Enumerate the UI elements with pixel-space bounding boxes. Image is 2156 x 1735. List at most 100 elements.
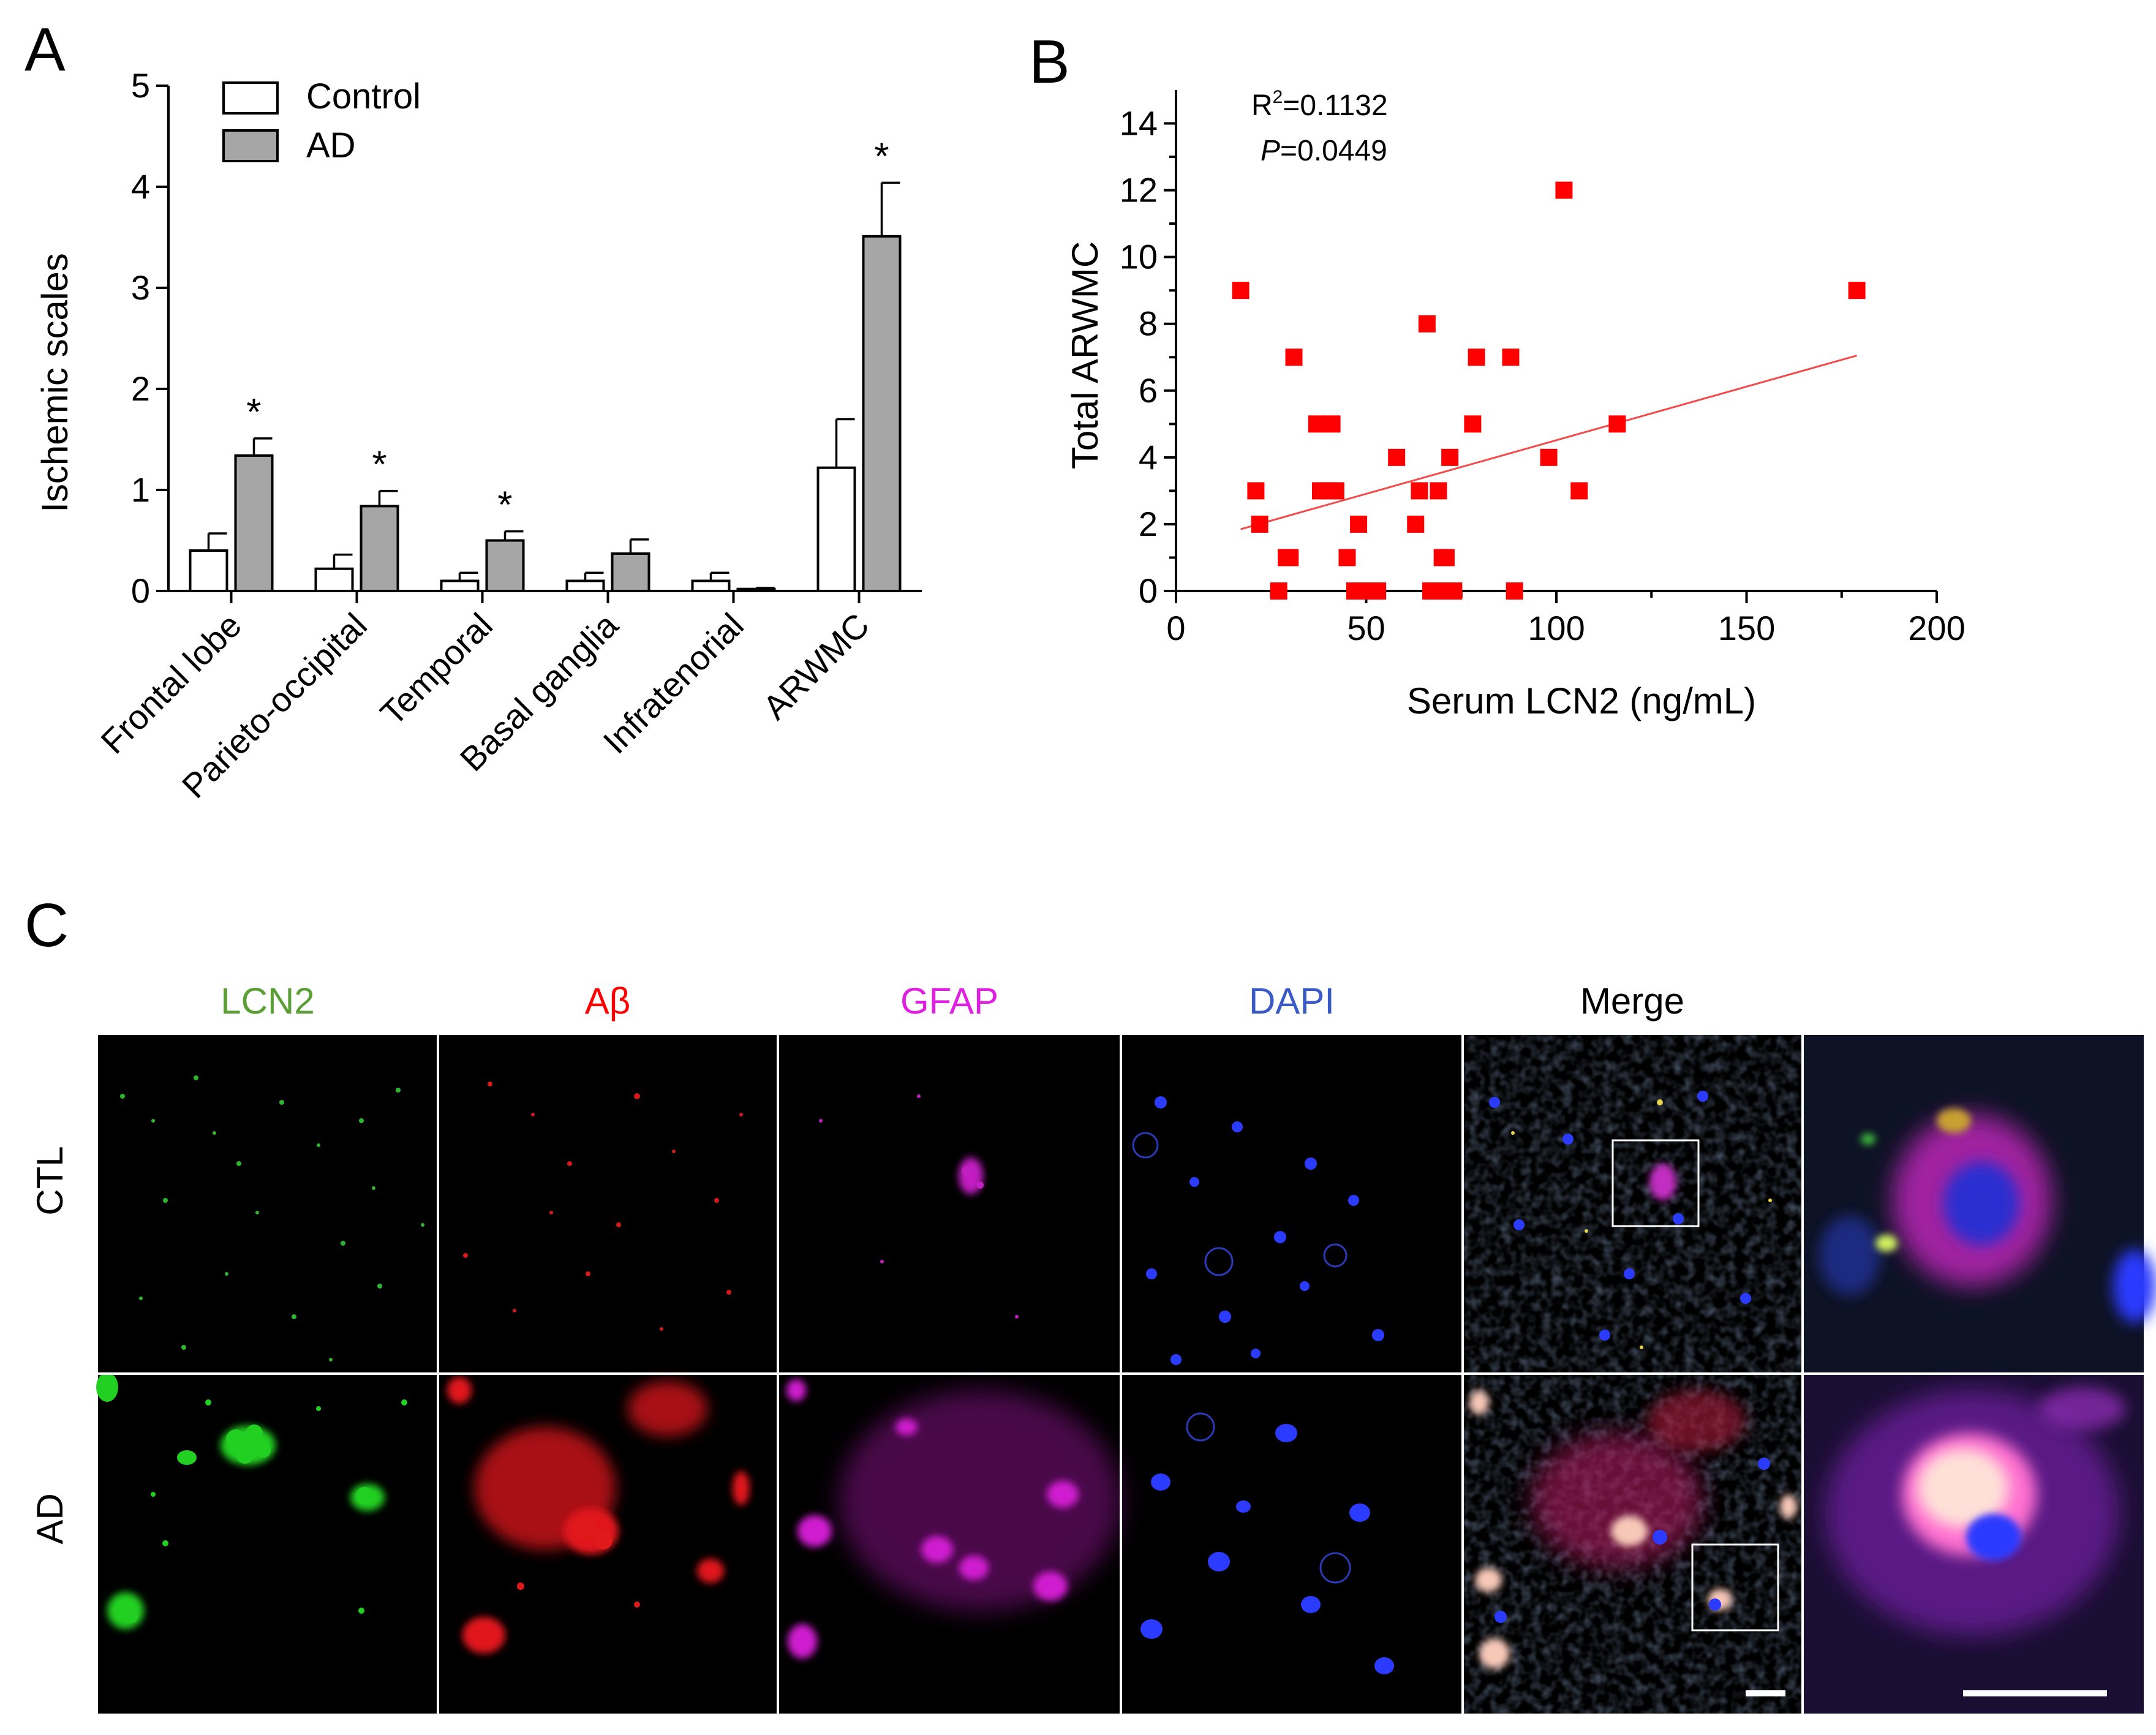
significance-star: * <box>246 391 261 434</box>
r2-superscript: 2 <box>1273 87 1283 107</box>
panel-c-micrographs: LCN2 Aβ GFAP DAPI Merge CTL AD <box>29 980 2156 1714</box>
data-point <box>1270 582 1287 600</box>
data-point <box>1407 515 1425 533</box>
ad-lcn2-image <box>96 1372 407 1629</box>
ad-zoom-image <box>1804 1375 2144 1714</box>
data-point <box>1608 415 1626 433</box>
channel-label: LCN2 <box>221 980 314 1022</box>
significance-star: * <box>874 135 889 178</box>
data-point <box>1346 582 1363 600</box>
legend-swatch-control <box>222 81 279 115</box>
data-point <box>1388 448 1406 466</box>
panel-a-bars: * * * * <box>189 135 902 593</box>
channel-label: Merge <box>1580 980 1684 1022</box>
data-point <box>1441 448 1459 466</box>
panel-a-y-axis-title: Ischemic scales <box>34 253 75 512</box>
y-tick-label: 12 <box>1120 171 1158 209</box>
panel-a-y-axis: 0 1 2 3 4 5 <box>131 66 170 610</box>
x-tick-label: 200 <box>1908 609 1965 647</box>
ad-abeta-image <box>447 1377 750 1654</box>
data-point <box>1327 482 1344 500</box>
p-value-annotation: P=0.0449 <box>1261 135 1387 167</box>
data-point <box>1338 549 1356 566</box>
data-point <box>1247 482 1265 500</box>
panel-b-fit-line <box>1240 355 1857 530</box>
significance-star: * <box>372 444 386 486</box>
channel-label: DAPI <box>1249 980 1335 1022</box>
ctl-dapi-image <box>1132 1096 1384 1365</box>
p-label: P <box>1261 135 1280 167</box>
y-tick-label: 10 <box>1120 238 1158 276</box>
data-point <box>1308 415 1325 433</box>
panel-b-x-axis-title: Serum LCN2 (ng/mL) <box>1407 680 1756 721</box>
panel-b-scatter-chart: Total ARWMC Serum LCN2 (ng/mL) R2=0.1132… <box>1065 87 1966 721</box>
x-tick-label: Temporal <box>373 606 500 732</box>
data-point <box>1411 482 1428 500</box>
panel-b-points <box>1232 181 1866 600</box>
x-tick-label: 0 <box>1166 609 1185 647</box>
bar <box>862 235 902 593</box>
legend-swatch-ad <box>222 129 279 162</box>
r-squared-annotation: R2=0.1132 <box>1251 87 1388 122</box>
panel-a-bar-chart: Ischemic scales 0 1 2 3 4 5 * * * * Frontal lobe… <box>34 66 922 805</box>
ctl-lcn2-image <box>120 1075 424 1361</box>
data-point <box>1570 482 1588 500</box>
y-tick-label: 4 <box>131 167 150 206</box>
x-tick-label: 50 <box>1347 609 1385 647</box>
data-point <box>1506 582 1523 600</box>
y-tick-label: 0 <box>1139 571 1158 610</box>
ad-merge-image <box>1464 1375 1801 1714</box>
y-tick-label: 3 <box>131 268 150 307</box>
bar <box>816 466 856 593</box>
bar <box>611 552 650 593</box>
data-point <box>1437 549 1455 566</box>
regression-line <box>1240 355 1857 530</box>
panel-letter-b: B <box>1029 28 1070 96</box>
y-tick-label: 6 <box>1139 371 1158 410</box>
data-point <box>1540 448 1558 466</box>
data-point <box>1555 181 1573 199</box>
panel-letter-c: C <box>24 891 69 960</box>
channel-labels: LCN2 Aβ GFAP DAPI Merge <box>221 980 1684 1022</box>
bar <box>565 579 605 592</box>
bar <box>440 579 480 592</box>
ad-zoom-box <box>1691 1543 1779 1632</box>
ctl-merge-image <box>1464 1035 1801 1372</box>
data-point <box>1281 549 1299 566</box>
row-label-ctl: CTL <box>29 1146 70 1215</box>
data-point <box>1232 282 1250 299</box>
bar <box>234 454 274 593</box>
data-point <box>1848 282 1866 299</box>
y-tick-label: 1 <box>131 470 150 509</box>
y-tick-label: 8 <box>1139 304 1158 343</box>
x-tick-label: 150 <box>1718 609 1775 647</box>
panel-b-y-axis-title: Total ARWMC <box>1065 241 1106 469</box>
r2-value: =0.1132 <box>1283 89 1387 122</box>
scale-bar-zoom <box>1963 1690 2107 1696</box>
panel-letter-a: A <box>24 15 66 84</box>
data-point <box>1464 415 1482 433</box>
data-point <box>1418 315 1436 333</box>
data-point <box>1468 348 1485 366</box>
p-value: =0.0449 <box>1280 135 1387 167</box>
r2-prefix: R <box>1251 89 1273 122</box>
ad-gfap-image <box>786 1379 1121 1658</box>
channel-label: GFAP <box>900 980 998 1022</box>
legend-label-ad: AD <box>306 126 356 165</box>
x-tick-label: ARWMC <box>755 606 876 727</box>
data-point <box>1502 348 1520 366</box>
data-point <box>1369 582 1387 600</box>
data-point <box>1350 515 1368 533</box>
micrograph-dividers <box>98 1035 2144 1714</box>
legend-label-control: Control <box>306 77 421 116</box>
ctl-zoom-box <box>1611 1139 1700 1227</box>
channel-label: Aβ <box>585 980 631 1022</box>
scale-bar-merge <box>1746 1690 1785 1696</box>
data-point <box>1323 415 1341 433</box>
ctl-gfap-image <box>819 1094 1019 1319</box>
x-tick-label: 100 <box>1528 609 1585 647</box>
y-tick-label: 2 <box>1139 505 1158 543</box>
bar <box>314 567 354 593</box>
panel-b-axes: 0 2 4 6 8 10 12 14 0 50 100 150 200 <box>1120 90 1966 647</box>
